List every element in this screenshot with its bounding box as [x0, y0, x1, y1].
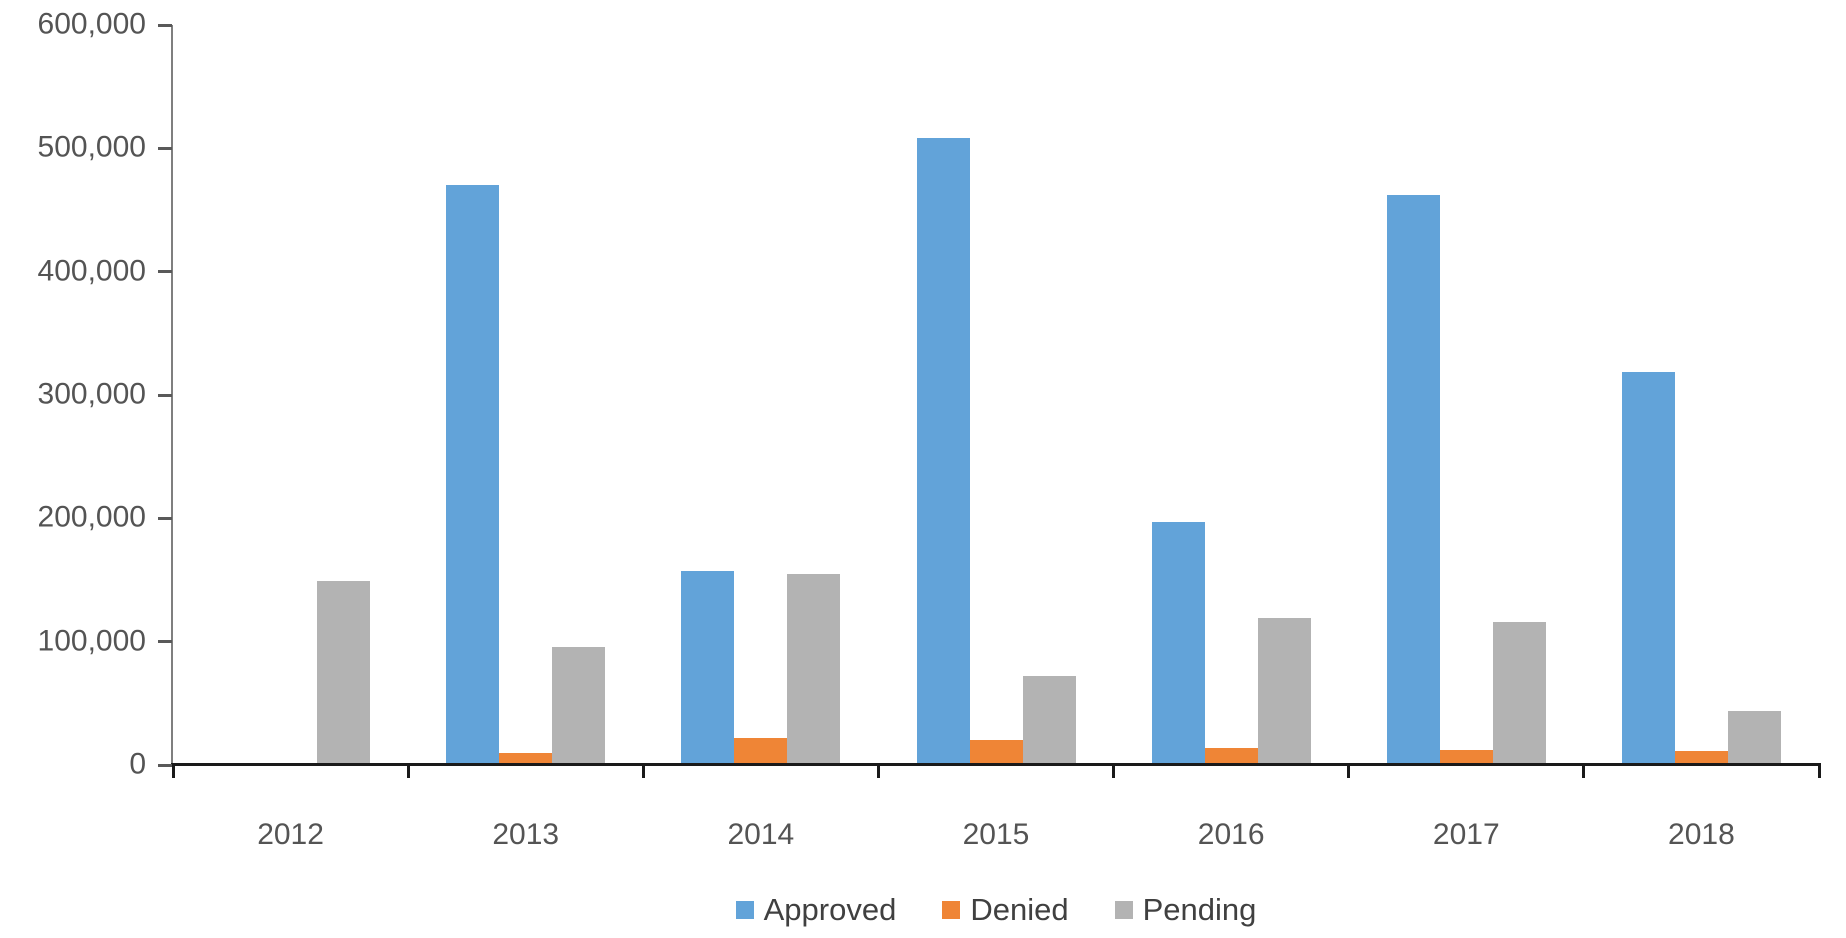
- bar-denied-2014: [734, 737, 788, 765]
- y-axis-tick: [158, 393, 172, 397]
- bar-denied-2018: [1674, 751, 1728, 765]
- bar-pending-2015: [1022, 676, 1076, 765]
- x-axis-tick: [171, 765, 175, 778]
- x-axis-tick: [1347, 765, 1351, 778]
- y-axis-tick-label: 300,000: [37, 377, 146, 411]
- y-axis-tick: [158, 146, 172, 150]
- y-axis-tick: [158, 640, 172, 644]
- x-axis-category-label: 2018: [1668, 818, 1735, 851]
- y-axis-tick: [158, 763, 172, 767]
- chart-legend: Approved Denied Pending: [173, 892, 1819, 928]
- y-axis-tick-label: 0: [129, 747, 146, 781]
- x-axis-tick: [1817, 765, 1821, 778]
- bar-approved-2016: [1151, 522, 1205, 765]
- bar-approved-2015: [916, 138, 970, 765]
- legend-item-pending: Pending: [1114, 892, 1257, 928]
- bar-approved-2014: [681, 571, 735, 765]
- y-axis-line: [171, 25, 173, 766]
- y-axis-tick-label: 400,000: [37, 253, 146, 287]
- x-axis-tick: [406, 765, 410, 778]
- x-axis-tick: [876, 765, 880, 778]
- bar-pending-2013: [552, 646, 606, 765]
- bar-denied-2013: [499, 752, 553, 765]
- bar-approved-2017: [1386, 195, 1440, 765]
- y-axis-tick: [158, 23, 172, 27]
- x-axis-category-label: 2016: [1197, 818, 1265, 851]
- y-axis-tick-label: 500,000: [37, 130, 146, 164]
- bar-denied-2017: [1439, 750, 1493, 765]
- bar-pending-2012: [317, 581, 371, 765]
- x-axis-category-label: 2017: [1432, 818, 1500, 851]
- legend-label-approved: Approved: [763, 892, 897, 927]
- legend-item-approved: Approved: [735, 892, 897, 928]
- bar-pending-2014: [787, 573, 841, 765]
- legend-swatch-approved: [735, 901, 754, 919]
- y-axis-tick-label: 200,000: [37, 500, 146, 534]
- x-axis-tick: [1112, 765, 1116, 778]
- bar-pending-2018: [1727, 710, 1781, 765]
- legend-swatch-denied: [942, 901, 961, 919]
- legend-label-denied: Denied: [970, 892, 1069, 927]
- y-axis-tick-label: 100,000: [37, 623, 146, 657]
- legend-label-pending: Pending: [1142, 892, 1257, 927]
- x-axis-category-label: 2015: [962, 818, 1030, 851]
- legend-swatch-pending: [1114, 901, 1133, 919]
- x-axis-category-label: 2012: [257, 818, 324, 851]
- y-axis-tick: [158, 516, 172, 520]
- bar-approved-2018: [1621, 371, 1675, 765]
- x-axis-category-label: 2014: [727, 818, 795, 851]
- legend-item-denied: Denied: [942, 892, 1069, 928]
- bar-denied-2016: [1204, 747, 1258, 765]
- x-axis-tick: [641, 765, 645, 778]
- bar-approved-2013: [446, 185, 500, 765]
- bar-denied-2015: [969, 740, 1023, 765]
- x-axis-tick: [1582, 765, 1586, 778]
- x-axis-line: [171, 763, 1821, 766]
- x-axis-category-label: 2013: [492, 818, 560, 851]
- y-axis-tick: [158, 270, 172, 274]
- y-axis-tick-label: 600,000: [37, 7, 146, 41]
- bar-pending-2017: [1492, 621, 1546, 765]
- bar-pending-2016: [1257, 618, 1311, 765]
